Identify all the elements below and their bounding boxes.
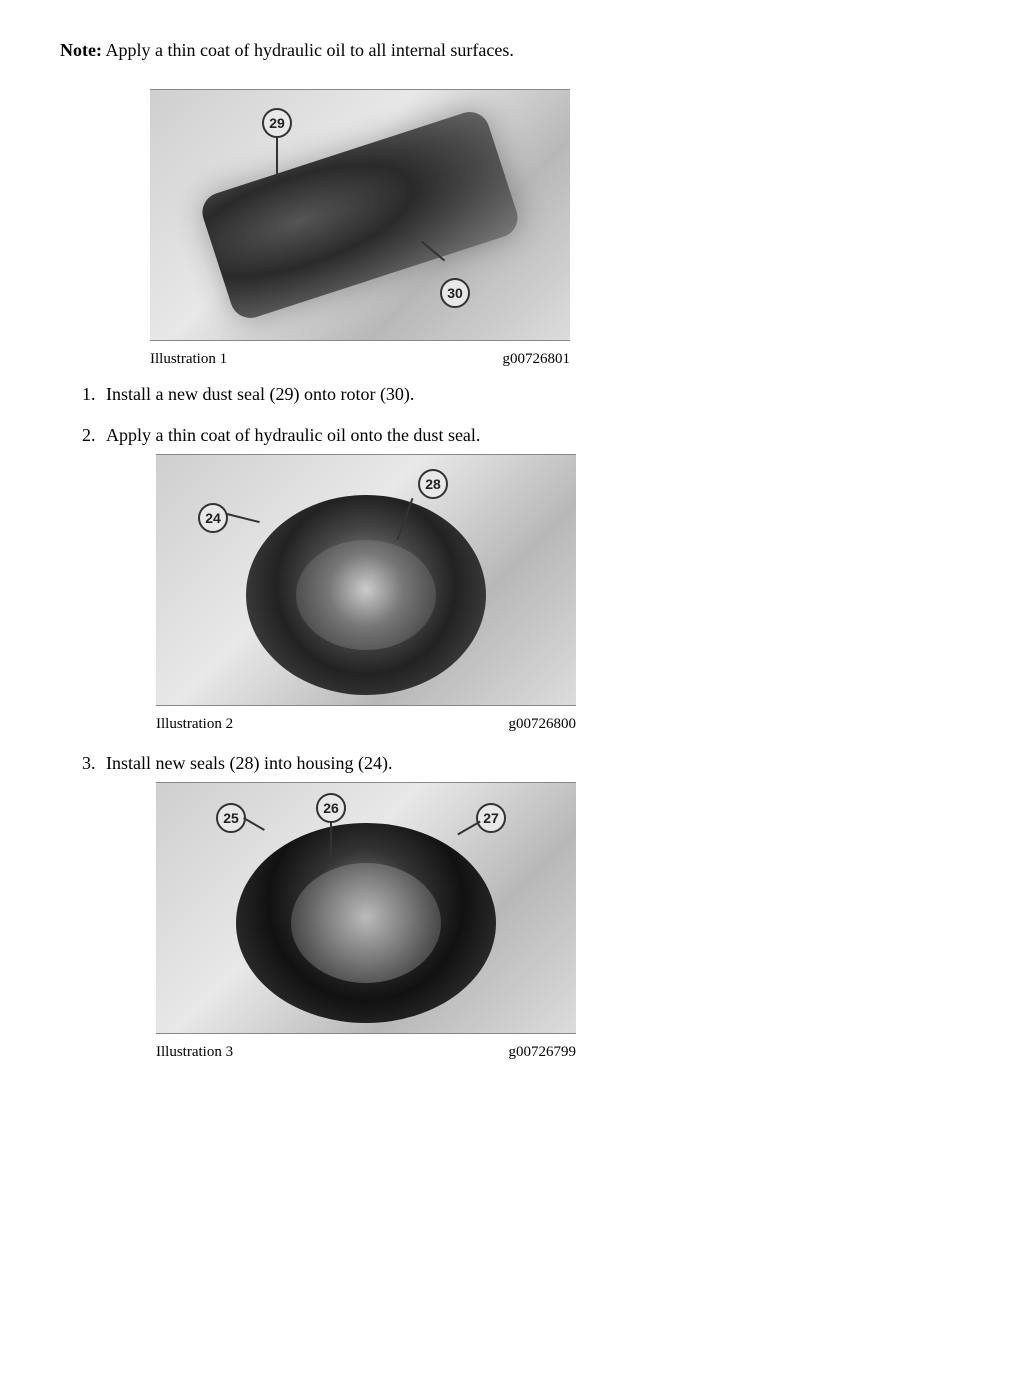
callout-28: 28 bbox=[418, 469, 448, 499]
steps-list: Install a new dust seal (29) onto rotor … bbox=[60, 384, 964, 1061]
note-label: Note: bbox=[60, 40, 102, 60]
figure-3: 25 26 27 Illustration 3 g00726799 bbox=[156, 782, 576, 1061]
callout-30: 30 bbox=[440, 278, 470, 308]
figure-2-part-bore bbox=[296, 540, 436, 650]
figure-1-bottom-rule bbox=[150, 340, 570, 341]
figure-3-caption-left: Illustration 3 bbox=[156, 1044, 233, 1061]
callout-29-line bbox=[276, 136, 278, 176]
figure-1: 29 30 Illustration 1 g00726801 bbox=[150, 89, 570, 368]
callout-25-line bbox=[243, 817, 265, 831]
note-paragraph: Note: Apply a thin coat of hydraulic oil… bbox=[60, 40, 964, 61]
step-1-text: Install a new dust seal (29) onto rotor … bbox=[106, 384, 414, 404]
figure-1-caption-right: g00726801 bbox=[503, 351, 571, 368]
figure-2-caption: Illustration 2 g00726800 bbox=[156, 716, 576, 733]
step-3: Install new seals (28) into housing (24)… bbox=[100, 753, 964, 1061]
figure-2-caption-right: g00726800 bbox=[509, 716, 577, 733]
callout-26: 26 bbox=[316, 793, 346, 823]
callout-24: 24 bbox=[198, 503, 228, 533]
figure-3-caption: Illustration 3 g00726799 bbox=[156, 1044, 576, 1061]
step-3-text: Install new seals (28) into housing (24)… bbox=[106, 753, 392, 773]
callout-27-line bbox=[457, 821, 481, 836]
callout-26-line bbox=[330, 821, 332, 859]
figure-1-caption-left: Illustration 1 bbox=[150, 351, 227, 368]
step-2-text: Apply a thin coat of hydraulic oil onto … bbox=[106, 425, 480, 445]
callout-25: 25 bbox=[216, 803, 246, 833]
figure-3-caption-right: g00726799 bbox=[509, 1044, 577, 1061]
figure-2-caption-left: Illustration 2 bbox=[156, 716, 233, 733]
figure-3-image: 25 26 27 bbox=[156, 783, 576, 1033]
figure-2-bottom-rule bbox=[156, 705, 576, 706]
figure-1-caption: Illustration 1 g00726801 bbox=[150, 351, 570, 368]
figure-1-part-rotor bbox=[197, 107, 522, 323]
figure-2-image: 24 28 bbox=[156, 455, 576, 705]
callout-24-line bbox=[226, 513, 259, 523]
step-2: Apply a thin coat of hydraulic oil onto … bbox=[100, 425, 964, 733]
figure-3-part-bore bbox=[291, 863, 441, 983]
step-1: Install a new dust seal (29) onto rotor … bbox=[100, 384, 964, 405]
callout-29: 29 bbox=[262, 108, 292, 138]
figure-1-image: 29 30 bbox=[150, 90, 570, 340]
figure-2: 24 28 Illustration 2 g00726800 bbox=[156, 454, 576, 733]
note-text: Apply a thin coat of hydraulic oil to al… bbox=[106, 40, 514, 60]
callout-27: 27 bbox=[476, 803, 506, 833]
figure-3-bottom-rule bbox=[156, 1033, 576, 1034]
